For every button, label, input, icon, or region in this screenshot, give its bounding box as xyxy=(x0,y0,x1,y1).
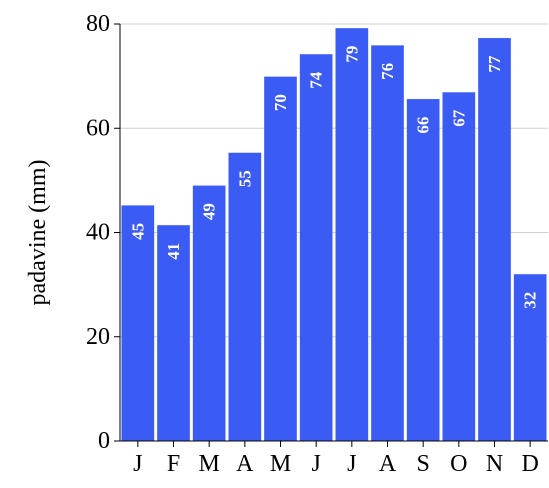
bar-value-label-3: 49 xyxy=(200,203,219,220)
bar-value-label-12: 32 xyxy=(521,292,540,309)
bar-7 xyxy=(335,28,369,441)
grid-lines xyxy=(120,23,548,338)
x-tick-label-7: J xyxy=(347,451,356,477)
bar-value-label-5: 70 xyxy=(271,94,290,111)
bar-1 xyxy=(121,205,155,441)
bar-value-label-2: 41 xyxy=(164,243,183,260)
x-tick-label-11: N xyxy=(486,451,503,477)
bars xyxy=(121,28,547,442)
bar-value-label-4: 55 xyxy=(235,170,254,187)
x-tick-label-6: J xyxy=(311,451,320,477)
x-tick-label-8: A xyxy=(379,451,397,477)
x-tick-label-12: D xyxy=(521,451,538,477)
bar-3 xyxy=(192,185,226,441)
y-tick-label-0: 0 xyxy=(98,428,110,454)
bar-9 xyxy=(406,99,440,441)
bar-value-label-10: 67 xyxy=(449,109,468,127)
x-tick-label-9: S xyxy=(416,451,429,477)
bar-10 xyxy=(442,92,476,441)
bar-value-label-6: 74 xyxy=(307,71,326,89)
bar-12 xyxy=(513,274,547,441)
x-tick-label-10: O xyxy=(450,451,467,477)
bar-4 xyxy=(228,152,262,441)
y-tick-label-40: 40 xyxy=(86,220,110,246)
bar-2 xyxy=(157,225,190,441)
bar-11 xyxy=(478,38,511,441)
y-tick-label-80: 80 xyxy=(86,11,110,37)
bar-value-label-9: 66 xyxy=(414,117,433,134)
y-tick-label-20: 20 xyxy=(86,324,110,350)
x-tick-label-1: J xyxy=(133,451,142,477)
x-tick-label-4: A xyxy=(236,451,254,477)
y-axis-title: padavine (mm) xyxy=(25,160,51,306)
y-tick-label-60: 60 xyxy=(86,115,110,141)
bar-value-label-11: 77 xyxy=(485,55,504,73)
y-tick-labels: 0 20 40 60 80 xyxy=(86,11,120,454)
x-tick-label-5: M xyxy=(270,451,291,477)
bar-value-labels: 45 41 49 55 70 74 79 76 66 67 77 32 xyxy=(128,46,539,309)
bar-value-label-8: 76 xyxy=(378,63,397,80)
bar-value-label-7: 79 xyxy=(342,46,361,63)
x-tick-label-3: M xyxy=(198,451,219,477)
bar-5 xyxy=(264,76,297,442)
x-tick-label-2: F xyxy=(167,451,180,477)
bar-6 xyxy=(299,54,333,442)
bar-8 xyxy=(371,45,404,442)
bar-value-label-1: 45 xyxy=(128,223,147,240)
